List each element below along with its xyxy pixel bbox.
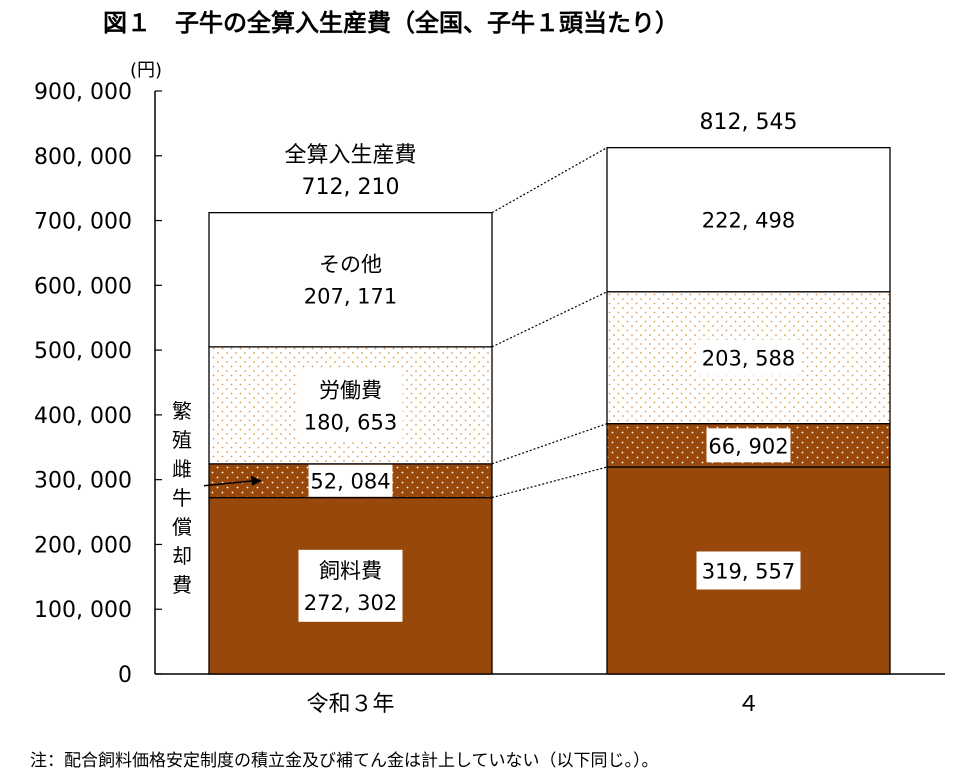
y-tick-label: 400, 000 (34, 404, 132, 429)
data-labels: 飼料費 272, 302 52, 084 労働費 180, 653 その他 207, 171… (284, 110, 801, 622)
y-tick-label: 200, 000 (34, 533, 132, 558)
data-label: 272, 302 (304, 591, 398, 615)
label-box (696, 551, 801, 590)
side-arrow-head (251, 475, 262, 486)
label-box (696, 339, 801, 376)
side-label-char: 却 (172, 544, 192, 568)
connector-line (491, 291, 608, 348)
label-box (308, 464, 393, 497)
total-label: 812, 545 (700, 110, 798, 135)
data-label: 222, 498 (702, 209, 796, 233)
category-label: ４ (737, 692, 759, 717)
connector-line (491, 423, 608, 465)
y-tick-label: 600, 000 (34, 274, 132, 299)
side-label-char: 費 (172, 573, 192, 597)
connector-lines (491, 147, 608, 499)
side-label-char: 償 (172, 515, 192, 539)
data-label: 52, 084 (310, 470, 390, 494)
connector-line (491, 466, 608, 499)
category-labels: 令和３年 ４ (306, 692, 759, 717)
chart-title: 図１ 子牛の全算入生産費（全国、子牛１頭当たり） (103, 9, 679, 37)
total-label: 712, 210 (302, 175, 400, 200)
category-label: 令和３年 (306, 692, 394, 717)
data-label: 労働費 (319, 378, 382, 402)
y-unit-label: (円) (130, 60, 162, 81)
y-tick-label: 0 (118, 663, 132, 688)
y-tick-label: 500, 000 (34, 339, 132, 364)
data-label: 203, 588 (702, 347, 796, 371)
label-box (298, 369, 403, 442)
label-box (706, 428, 791, 463)
data-label: その他 (319, 253, 382, 277)
data-label: 207, 171 (304, 285, 398, 309)
y-axis: 0 100, 000 200, 000 300, 000 400, 000 500, 00… (34, 80, 945, 688)
footnote: 注：配合飼料価格安定制度の積立金及び補てん金は計上していない（以下同じ。）。 (30, 751, 659, 771)
data-label: 319, 557 (702, 559, 796, 583)
y-tick-label: 100, 000 (34, 598, 132, 623)
connector-line (491, 147, 608, 214)
label-box (696, 201, 801, 238)
y-tick-label: 800, 000 (34, 145, 132, 170)
data-label: 180, 653 (304, 410, 398, 434)
side-arrow-line (203, 479, 255, 487)
total-name-label: 全算入生産費 (284, 143, 416, 168)
y-tick-label: 700, 000 (34, 210, 132, 235)
side-label-char: 雌 (172, 457, 192, 481)
side-label-char: 繁 (172, 399, 192, 423)
side-label-char: 牛 (172, 486, 192, 510)
label-box (298, 243, 403, 316)
data-label: 66, 902 (708, 434, 788, 458)
data-label: 飼料費 (319, 559, 382, 583)
label-box (298, 549, 403, 622)
side-label-char: 殖 (172, 428, 192, 452)
y-tick-label: 900, 000 (34, 80, 132, 105)
y-tick-label: 300, 000 (34, 469, 132, 494)
